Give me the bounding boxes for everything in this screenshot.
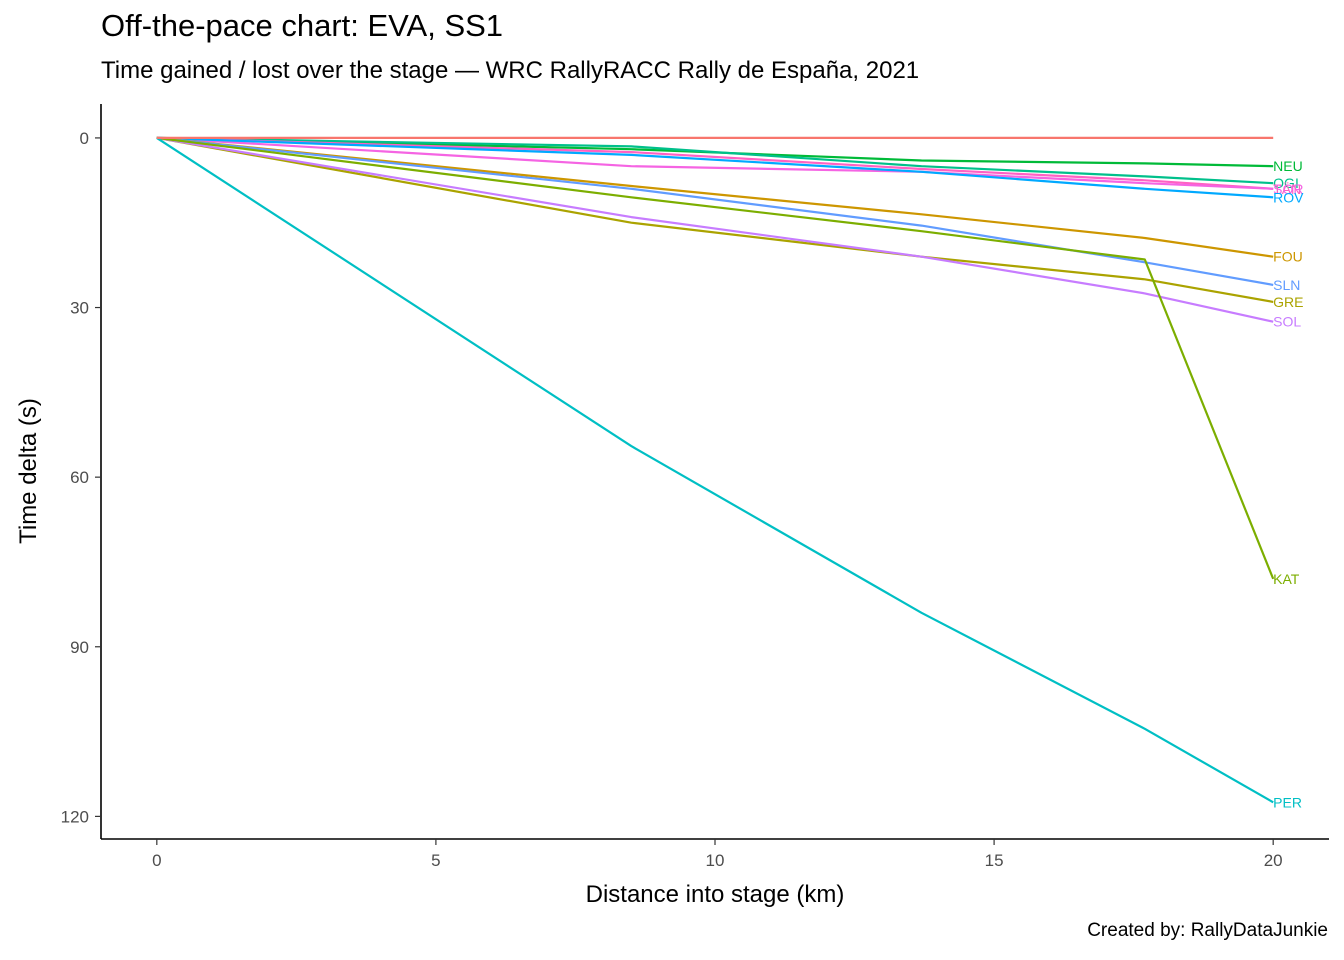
x-tick-label: 15 (985, 851, 1004, 870)
series-line-sln (156, 136, 1274, 286)
series-label-kat: KAT (1273, 571, 1300, 587)
chart-title: Off-the-pace chart: EVA, SS1 (101, 8, 504, 43)
chart-caption: Created by: RallyDataJunkie (1087, 920, 1328, 941)
series-label-tän: TÄN (1273, 181, 1301, 197)
x-tick-label: 20 (1264, 851, 1283, 870)
series-label-neu: NEU (1273, 158, 1303, 174)
x-tick-label: 5 (431, 851, 440, 870)
x-tick-label: 10 (706, 851, 725, 870)
series-line-ogi (156, 136, 1274, 185)
x-ticks: 0 5 10 15 20 (152, 839, 1283, 870)
series-line-per (156, 136, 1274, 804)
series-line-fou (156, 136, 1274, 258)
series-label-sol: SOL (1273, 314, 1301, 330)
x-axis-title: Distance into stage (km) (586, 881, 845, 908)
series-label-ogi: OGI (1273, 175, 1299, 191)
series-line-rov (156, 136, 1274, 199)
y-tick-label: 120 (61, 807, 89, 826)
series-line-sol (156, 136, 1274, 323)
y-tick-label: 60 (70, 468, 89, 487)
series-label-fou: FOU (1273, 249, 1303, 265)
series-label-gre: GRE (1273, 294, 1303, 310)
y-tick-label: 0 (80, 129, 89, 148)
y-ticks: 0 30 60 90 120 (61, 129, 101, 826)
series-label-per: PER (1273, 794, 1302, 810)
series-label-sor: SOR (1273, 181, 1303, 197)
x-tick-label: 0 (152, 851, 161, 870)
series-line-kat (156, 136, 1275, 580)
series-line-tän (156, 136, 1274, 190)
y-tick-label: 90 (70, 638, 89, 657)
y-tick-label: 30 (70, 299, 89, 318)
series-line-neu (156, 136, 1274, 168)
chart-subtitle: Time gained / lost over the stage — WRC … (101, 57, 920, 84)
series-label-rov: ROV (1273, 189, 1304, 205)
y-axis-title: Time delta (s) (15, 398, 42, 544)
series-lines (156, 136, 1275, 804)
series-label-sln: SLN (1273, 277, 1300, 293)
